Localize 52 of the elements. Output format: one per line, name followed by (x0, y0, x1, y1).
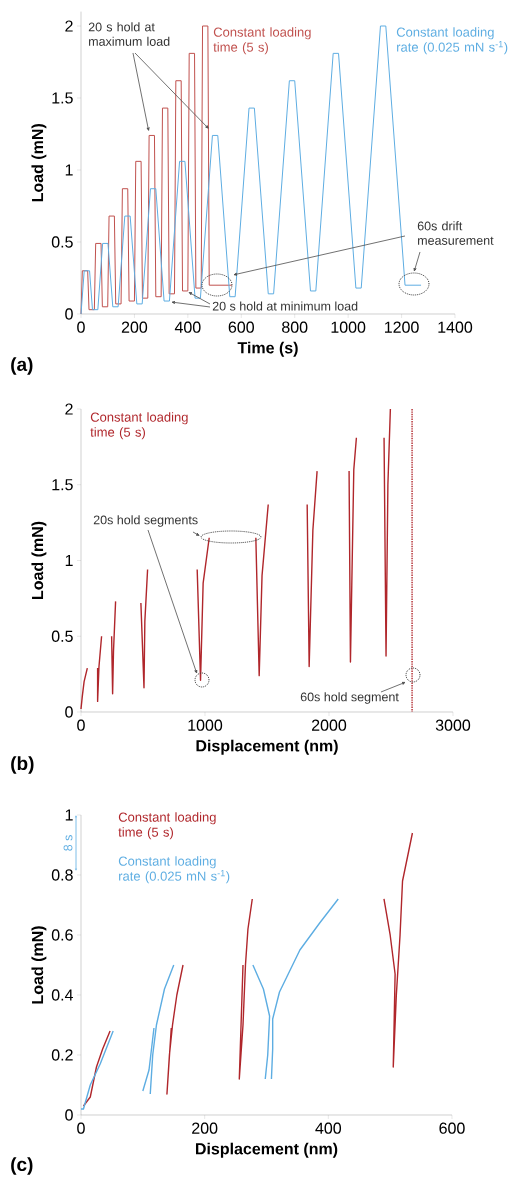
x-tick-label: 200 (192, 1122, 218, 1134)
y-tick-label: 1 (65, 164, 73, 176)
x-tick-label: 1400 (438, 321, 473, 333)
annotation: 60s hold segment (300, 692, 399, 704)
text: (c) (11, 1157, 33, 1175)
x-tick-label: 600 (439, 1122, 465, 1134)
y-tick-label: 1.5 (52, 479, 73, 491)
y-tick-label: 0.2 (51, 1049, 73, 1061)
x-tick-label: 0 (77, 719, 85, 731)
y-tick-label: 0 (65, 706, 73, 718)
text: Constant loading time (5 s) (90, 412, 188, 440)
y-tick-label: 0 (65, 1109, 73, 1121)
x-axis-title: Displacement (nm) (196, 739, 338, 755)
x-tick-label: 800 (282, 321, 308, 333)
x-tick-label: 400 (174, 321, 201, 333)
y-tick-label: 0.6 (51, 929, 73, 941)
annotation: 60s drift measurement (417, 221, 494, 245)
series-label: Constant loading rate (0.025 mN s$^{-1}$) (396, 27, 508, 55)
x-tick-label: 3000 (435, 719, 471, 731)
x-tick-label: 0 (77, 1122, 85, 1134)
x-tick-label: 600 (228, 321, 254, 333)
annotation: 20s hold segments (93, 515, 198, 527)
series-label: Constant loading time (5 s) (213, 27, 311, 55)
x-tick-label: 400 (315, 1122, 342, 1134)
x-tick-label: 1200 (384, 321, 419, 333)
y-tick-label: 2 (65, 403, 73, 415)
x-axis-title: Displacement (nm) (195, 1142, 338, 1158)
annotation: 20 s hold at minimum load (212, 301, 358, 311)
text: (b) (11, 756, 34, 774)
x-tick-label: 1000 (331, 321, 366, 333)
x-tick-label: 0 (77, 321, 85, 333)
annotation: 20 s hold at maximum load (88, 22, 170, 46)
y-tick-label: 0.8 (51, 869, 73, 881)
y-axis-title: Load (mN) (31, 521, 47, 599)
y-tick-label: 1 (65, 554, 73, 566)
text: Constant loading time (5 s) (118, 812, 216, 840)
y-tick-label: 0 (65, 308, 73, 320)
y-tick-label: 0.5 (51, 236, 73, 248)
x-tick-label: 200 (121, 321, 148, 333)
y-tick-label: 0.5 (51, 630, 73, 642)
x-tick-label: 1000 (188, 719, 223, 731)
y-tick-label: 2 (65, 20, 73, 32)
y-axis-title: Load (mN) (31, 926, 47, 1004)
x-tick-label: 2000 (312, 719, 347, 731)
y-tick-label: 1 (65, 809, 73, 821)
text: Constant loading rate (0.025 mN s$^{-1}$) (118, 856, 230, 884)
text: (a) (11, 357, 33, 375)
text: 8 s (63, 835, 73, 851)
y-tick-label: 1.5 (52, 92, 73, 104)
y-axis-title: Load (mN) (31, 124, 47, 202)
y-tick-label: 0.4 (51, 989, 73, 1001)
x-axis-title: Time (s) (237, 341, 298, 357)
